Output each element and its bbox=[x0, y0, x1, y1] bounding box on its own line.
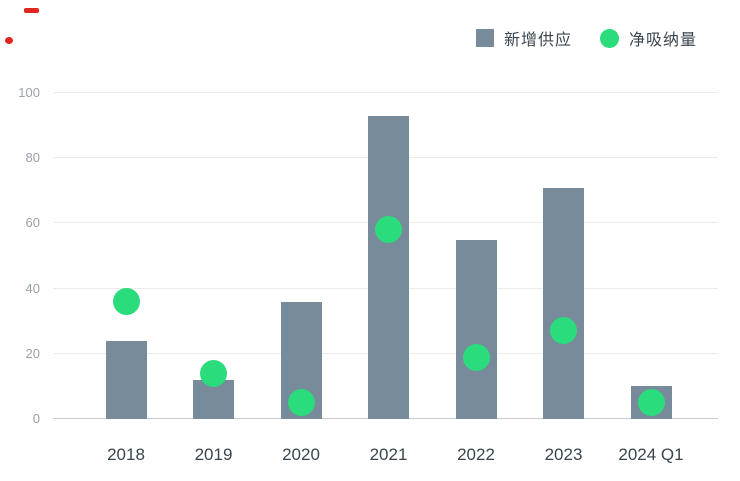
dot-2021 bbox=[375, 216, 402, 244]
x-tick-label: 2019 bbox=[194, 445, 233, 464]
x-tick-label: 2020 bbox=[282, 445, 320, 464]
x-tick-label: 2024 Q1 bbox=[618, 445, 684, 464]
red-stray-dot-mark bbox=[5, 37, 13, 44]
dot-2022 bbox=[462, 343, 490, 371]
dot-2018 bbox=[112, 288, 140, 316]
red-stray-dash-mark bbox=[24, 8, 39, 13]
y-tick-label: 20 bbox=[25, 345, 40, 361]
dot-2024-q1 bbox=[637, 389, 665, 417]
bar-2022 bbox=[455, 239, 497, 419]
legend-label-new-supply: 新增供应 bbox=[503, 32, 572, 49]
x-tick-label: 2021 bbox=[369, 445, 408, 464]
y-tick-label: 100 bbox=[18, 85, 40, 100]
x-tick-label: 2018 bbox=[107, 445, 145, 464]
plot-area bbox=[53, 92, 718, 419]
y-tick-label: 40 bbox=[25, 280, 40, 296]
y-tick-label: 60 bbox=[25, 215, 40, 231]
gridline bbox=[53, 92, 718, 93]
bar-2018 bbox=[105, 340, 147, 419]
legend-item-net-absorption: 净吸纳量 bbox=[599, 26, 697, 50]
dot-swatch-icon bbox=[599, 28, 619, 48]
x-tick-label: 2022 bbox=[457, 445, 495, 464]
legend-label-net-absorption: 净吸纳量 bbox=[628, 32, 697, 49]
dot-2019 bbox=[200, 359, 227, 387]
legend-item-new-supply: 新增供应 bbox=[475, 26, 572, 50]
bar-2021 bbox=[368, 115, 409, 419]
dot-2020 bbox=[287, 389, 315, 417]
bar-2023 bbox=[543, 187, 584, 419]
legend: 新增供应 净吸纳量 bbox=[475, 26, 697, 50]
dot-2023 bbox=[550, 317, 577, 345]
bar-swatch-icon bbox=[475, 29, 494, 47]
y-tick-label: 0 bbox=[32, 411, 40, 426]
y-tick-label: 80 bbox=[25, 150, 40, 166]
x-tick-label: 2023 bbox=[544, 445, 583, 464]
